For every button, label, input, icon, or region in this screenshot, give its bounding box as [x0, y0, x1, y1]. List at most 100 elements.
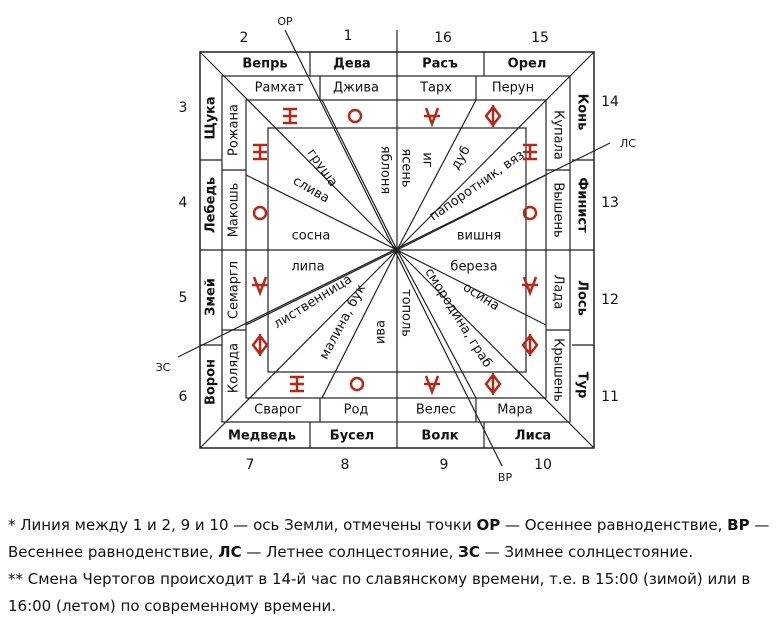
- tree-name: липа: [291, 260, 324, 275]
- symbol: [349, 376, 365, 392]
- tree-name: сосна: [292, 229, 331, 244]
- god-name: Мара: [497, 403, 532, 418]
- god-name: Купала: [551, 110, 566, 160]
- diagonal: [199, 249, 398, 449]
- note-text: — Весеннее равноденствие,: [8, 516, 770, 561]
- god-name: Сварог: [254, 403, 302, 418]
- tree-name: вишня: [457, 229, 501, 244]
- symbol-shape: [252, 205, 268, 221]
- symbol: [484, 372, 502, 396]
- god-name: Коляда: [227, 343, 242, 393]
- symbol-shape: [290, 375, 304, 393]
- animal-name: Тур: [575, 372, 590, 399]
- hall-number: 3: [179, 100, 188, 116]
- axis-point-label: ВР: [498, 471, 513, 484]
- symbol: [290, 375, 304, 393]
- tree-name: папоротник, вяз: [427, 148, 528, 225]
- animal-name: Змей: [204, 278, 219, 316]
- symbol: [252, 205, 268, 221]
- symbol-shape: [283, 107, 297, 125]
- hall-number: 5: [179, 290, 188, 306]
- animal-name: Щука: [204, 96, 219, 139]
- god-name: Джива: [333, 81, 379, 96]
- note-text: * Линия между 1 и 2, 9 и 10 — ось Земли,…: [8, 516, 477, 534]
- symbol-shape: [484, 372, 502, 396]
- symbol-shape: [523, 143, 537, 161]
- symbol: [253, 143, 267, 161]
- animal-name: Лось: [575, 280, 590, 316]
- animal-name: Дева: [333, 57, 370, 72]
- note-text: ЛС: [218, 543, 242, 561]
- symbol-shape: [424, 107, 440, 128]
- animal-name: Волк: [421, 429, 458, 444]
- hall-number: 12: [601, 292, 619, 308]
- animal-name: Финист: [575, 177, 590, 233]
- note-text: ЗС: [458, 543, 480, 561]
- note-text: ВР: [727, 516, 750, 534]
- note-text: — Зимнее солнцестояние.: [479, 543, 694, 561]
- hall-number: 16: [434, 30, 452, 46]
- hall-number: 7: [246, 457, 255, 473]
- note-text: — Осеннее равноденствие,: [500, 516, 728, 534]
- note: ** Смена Чертогов происходит в 14-й час …: [8, 566, 774, 620]
- god-name: Велес: [416, 403, 456, 418]
- diagonal: [199, 51, 398, 251]
- animal-name: Медведь: [228, 429, 296, 444]
- symbol-shape: [521, 333, 539, 357]
- middle-square: [221, 75, 571, 423]
- symbol-shape: [251, 333, 269, 357]
- animal-name: Расъ: [422, 57, 458, 72]
- hall-number: 15: [531, 30, 549, 46]
- note: * Линия между 1 и 2, 9 и 10 — ось Земли,…: [8, 512, 774, 566]
- radial-line: [396, 99, 477, 251]
- animal-name: Лебедь: [204, 177, 219, 233]
- hall-number: 13: [601, 195, 619, 211]
- hall-number: 8: [341, 457, 350, 473]
- god-name: Семаргл: [227, 261, 242, 319]
- animal-name: Орел: [508, 57, 547, 72]
- diagonal: [396, 249, 595, 449]
- hall-number: 10: [534, 457, 552, 473]
- symbol: [252, 276, 268, 297]
- radial-line: [396, 249, 547, 326]
- hall-number: 14: [601, 94, 619, 110]
- radial-line: [245, 249, 398, 326]
- tree-name: береза: [450, 260, 497, 275]
- tree-name: яблоня: [378, 146, 393, 194]
- symbol: [522, 205, 538, 221]
- symbol-shape: [253, 143, 267, 161]
- radial-line: [321, 99, 398, 251]
- symbol-shape: [522, 205, 538, 221]
- tree-name: ива: [374, 320, 389, 344]
- animal-name: Ворон: [204, 359, 219, 405]
- god-name: Крышень: [551, 338, 566, 402]
- radial-line: [245, 174, 398, 251]
- symbol-shape: [424, 375, 440, 396]
- axis-line: [284, 29, 503, 467]
- symbol: [251, 333, 269, 357]
- symbol: [347, 108, 363, 124]
- tree-name: ясень: [399, 148, 414, 187]
- hall-number: 1: [344, 28, 353, 44]
- tree-name: тополь: [399, 289, 414, 337]
- symbol: [424, 375, 440, 396]
- radial-line: [321, 249, 398, 399]
- symbol-shape: [347, 108, 363, 124]
- god-name: Рожана: [227, 104, 242, 156]
- radial-line: [396, 249, 477, 399]
- notes: * Линия между 1 и 2, 9 и 10 — ось Земли,…: [8, 512, 774, 620]
- god-name: Перун: [492, 81, 534, 96]
- symbol: [522, 276, 538, 297]
- hall-number: 6: [179, 389, 188, 405]
- axis-line: [177, 142, 611, 358]
- hall-number: 11: [601, 389, 619, 405]
- diagonal: [396, 51, 595, 251]
- animal-name: Конь: [575, 94, 590, 131]
- hall-number: 4: [179, 195, 188, 211]
- symbol-shape: [252, 276, 268, 297]
- god-name: Макошь: [227, 183, 242, 238]
- symbol: [521, 333, 539, 357]
- symbol-square: [245, 99, 547, 399]
